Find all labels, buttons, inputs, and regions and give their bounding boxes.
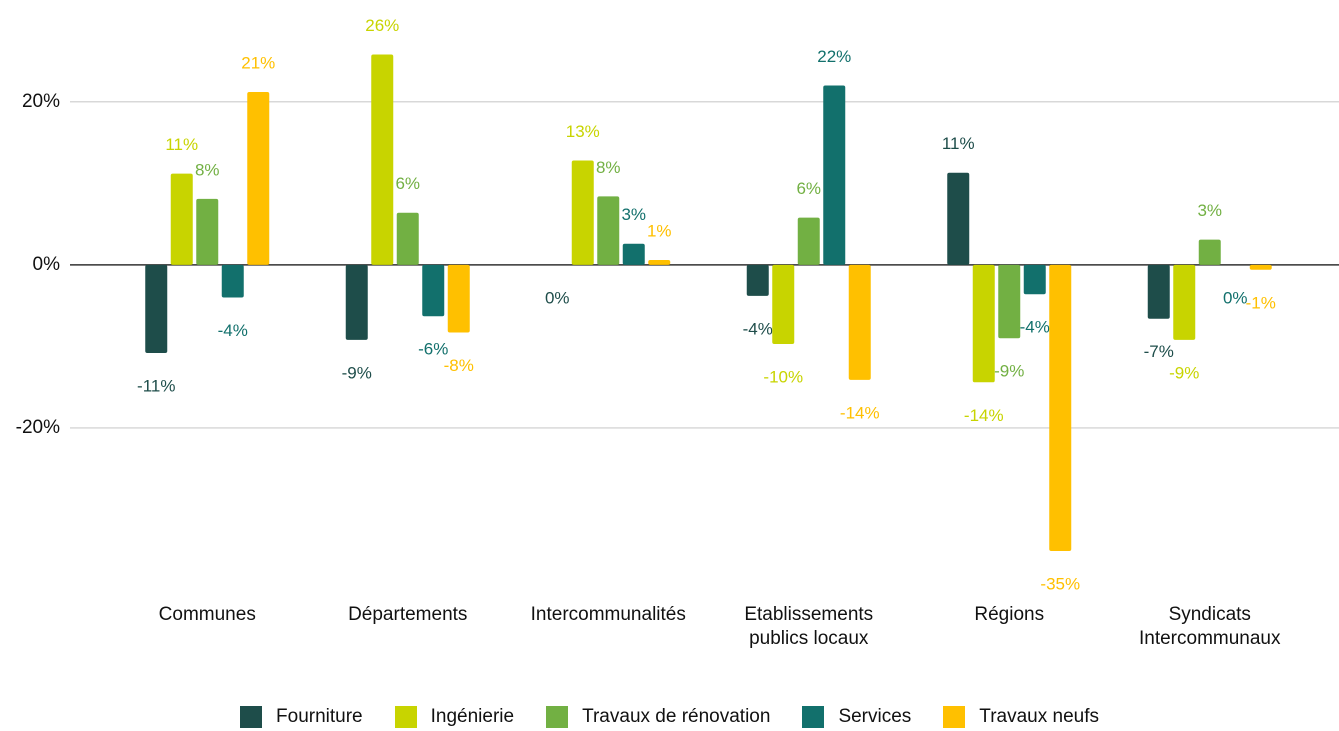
bar (1147, 264, 1170, 319)
legend-item: Fourniture (240, 706, 363, 728)
value-label: 3% (1197, 201, 1222, 220)
bar (648, 259, 671, 265)
value-label: 22% (817, 47, 851, 66)
x-tick-label: Régions (974, 604, 1045, 625)
value-label: 26% (365, 16, 399, 35)
value-label: -9% (342, 363, 372, 382)
value-label: -7% (1144, 342, 1174, 361)
legend-label: Ingénierie (430, 706, 515, 727)
y-tick-label: 20% (22, 91, 60, 112)
value-label: -10% (763, 367, 803, 386)
bar (622, 243, 645, 265)
value-label: 3% (621, 205, 646, 224)
value-label: -1% (1246, 293, 1276, 312)
value-label: 21% (241, 54, 275, 73)
bar (422, 264, 445, 317)
value-label: -9% (994, 362, 1024, 381)
legend-swatch (943, 706, 966, 728)
bar (947, 172, 970, 265)
x-tick-label: Intercommunalités (530, 604, 686, 625)
value-label: 8% (195, 160, 220, 179)
bar (1173, 264, 1196, 340)
bar (170, 173, 193, 265)
legend-item: Ingénierie (394, 706, 515, 728)
value-label: -35% (1040, 575, 1080, 594)
legend-swatch (394, 706, 417, 728)
bar (823, 85, 846, 265)
bar (1023, 264, 1046, 295)
value-label: 11% (165, 135, 198, 154)
bar (571, 160, 594, 265)
value-label: 8% (596, 158, 621, 177)
bar (447, 264, 470, 333)
value-label: -4% (1020, 318, 1050, 337)
bar (1198, 239, 1221, 265)
x-tick-label: Départements (348, 604, 468, 625)
bar (196, 198, 219, 265)
legend: Fourniture Ingénierie Travaux de rénovatio… (0, 706, 1339, 728)
value-label: -4% (743, 319, 773, 338)
legend-item: Services (802, 706, 911, 728)
y-tick-label: -20% (16, 417, 60, 438)
bar (1049, 264, 1072, 552)
value-label: 0% (545, 288, 570, 307)
value-label: 13% (566, 122, 600, 141)
bar (797, 217, 820, 265)
bar (597, 196, 620, 265)
value-label: 6% (395, 174, 420, 193)
bar (221, 264, 244, 298)
bar (145, 264, 168, 353)
x-tick-label: Communes (158, 604, 256, 625)
legend-item: Travaux de rénovation (546, 706, 770, 728)
bar (746, 264, 769, 296)
legend-item: Travaux neufs (943, 706, 1099, 728)
value-label: 11% (942, 134, 975, 153)
value-label: -4% (218, 321, 248, 340)
legend-label: Services (838, 706, 912, 727)
value-label: 6% (796, 179, 821, 198)
legend-swatch (240, 706, 263, 728)
bar (371, 54, 394, 265)
legend-label: Travaux de rénovation (582, 706, 771, 727)
x-tick-label: Syndicats Intercommunaux (1138, 604, 1281, 649)
legend-swatch (802, 706, 825, 728)
value-label: -14% (964, 406, 1004, 425)
value-label: -8% (444, 356, 474, 375)
legend-label: Travaux neufs (979, 706, 1099, 727)
value-label: -11% (137, 376, 175, 395)
bar (998, 264, 1021, 339)
legend-swatch (546, 706, 569, 728)
bar (772, 264, 795, 344)
value-label: 1% (647, 221, 672, 240)
value-label: -14% (840, 403, 880, 422)
value-label: 0% (1223, 288, 1248, 307)
value-label: -6% (418, 340, 448, 359)
value-label: -9% (1169, 363, 1199, 382)
bar (247, 92, 270, 265)
y-tick-label: 0% (33, 254, 61, 275)
x-tick-label: Etablissements publics locaux (744, 604, 874, 649)
bar (848, 264, 871, 380)
bar (345, 264, 368, 340)
bar (396, 212, 419, 265)
legend-label: Fourniture (276, 706, 363, 727)
bar (972, 264, 995, 383)
bar (1249, 264, 1272, 270)
